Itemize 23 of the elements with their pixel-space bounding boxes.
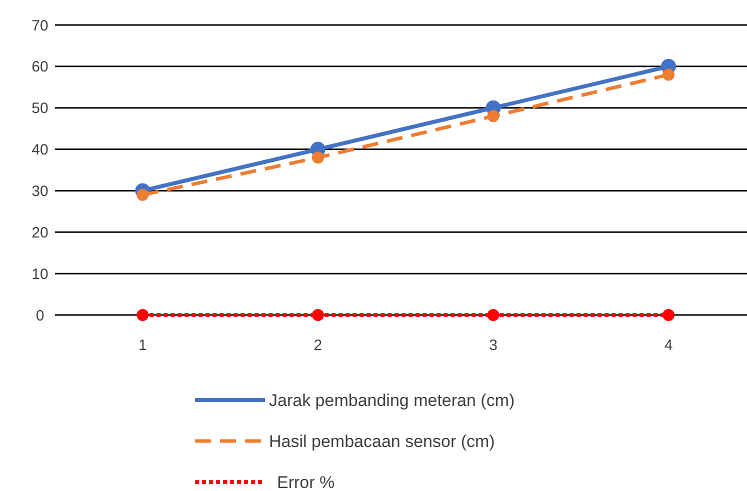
y-tick-label: 40 <box>32 142 48 159</box>
y-tick-label: 60 <box>32 58 48 76</box>
y-tick-label: 10 <box>32 266 48 283</box>
point <box>662 68 675 81</box>
point <box>136 309 149 321</box>
point <box>312 309 324 321</box>
y-tick-label: 20 <box>32 224 48 242</box>
legend-label: Error % <box>277 472 335 491</box>
x-tick-label: 1 <box>138 337 147 354</box>
legend-label: Hasil pembacaan sensor (cm) <box>269 432 495 451</box>
x-tick-label: 2 <box>314 337 322 354</box>
y-tick-label: 70 <box>32 17 48 34</box>
y-tick-label: 30 <box>32 182 48 200</box>
x-tick-label: 3 <box>489 337 498 354</box>
y-tick-label: 50 <box>32 100 48 118</box>
legend-label: Jarak pembanding meteran (cm) <box>269 390 515 410</box>
y-tick-label: 0 <box>36 307 44 324</box>
x-tick-label: 4 <box>664 337 673 354</box>
point <box>662 309 675 321</box>
point <box>487 309 500 321</box>
point <box>136 188 149 201</box>
point <box>312 152 324 164</box>
point <box>487 110 500 122</box>
